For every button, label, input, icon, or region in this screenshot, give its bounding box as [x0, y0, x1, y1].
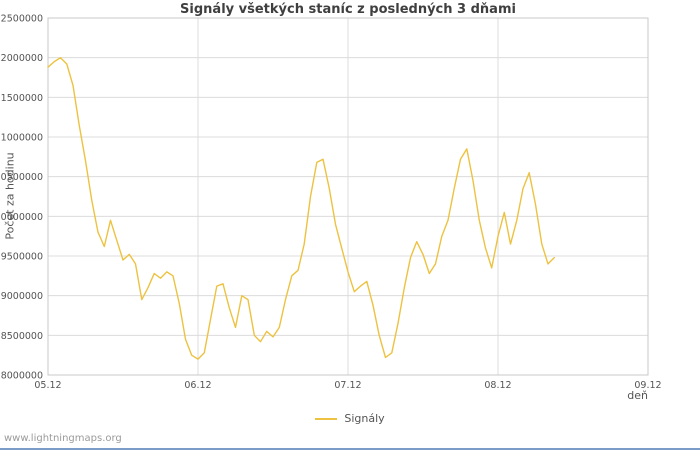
- watermark: www.lightningmaps.org: [4, 433, 122, 444]
- legend: Signály: [0, 412, 700, 425]
- x-tick-label: 07.12: [334, 380, 361, 391]
- x-tick-label: 05.12: [34, 380, 61, 391]
- x-tick-label: 06.12: [184, 380, 211, 391]
- series-line-signaly: [47, 57, 555, 360]
- y-tick-label: 9000000: [1, 291, 43, 302]
- x-tick-label: 09.12: [634, 380, 661, 391]
- y-tick-label: 8500000: [1, 331, 43, 342]
- chart-title: Signály všetkých staníc z posledných 3 d…: [180, 2, 516, 17]
- y-axis-label: Počet za hodinu: [3, 152, 17, 240]
- y-tick-label: 9500000: [1, 252, 43, 263]
- y-tick-label: 11500000: [0, 93, 43, 104]
- y-tick-label: 12500000: [0, 14, 43, 25]
- y-tick-label: 11000000: [0, 133, 43, 144]
- y-tick-label: 10000000: [0, 212, 43, 223]
- y-tick-label: 8000000: [1, 371, 43, 382]
- legend-line-icon: [315, 418, 338, 420]
- legend-label: Signály: [344, 412, 385, 425]
- plot-border: [47, 17, 649, 376]
- y-tick-label: 10500000: [0, 172, 43, 183]
- bottom-border: [0, 448, 700, 450]
- x-axis-label: deň: [627, 389, 648, 402]
- x-tick-label: 08.12: [484, 380, 511, 391]
- y-tick-label: 12000000: [0, 53, 43, 64]
